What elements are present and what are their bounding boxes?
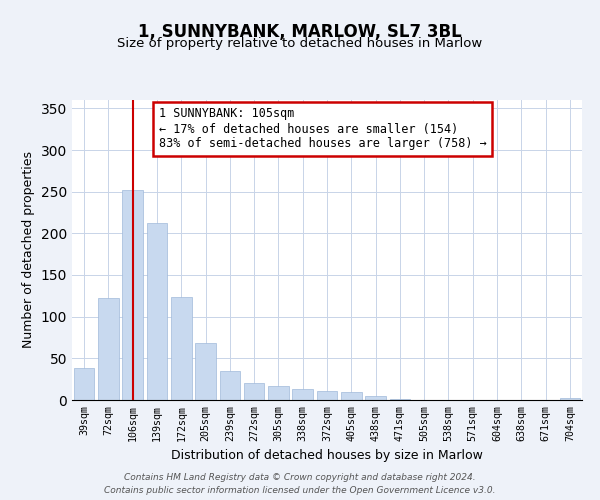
Text: Contains public sector information licensed under the Open Government Licence v3: Contains public sector information licen…	[104, 486, 496, 495]
Text: 1, SUNNYBANK, MARLOW, SL7 3BL: 1, SUNNYBANK, MARLOW, SL7 3BL	[138, 22, 462, 40]
Text: 1 SUNNYBANK: 105sqm
← 17% of detached houses are smaller (154)
83% of semi-detac: 1 SUNNYBANK: 105sqm ← 17% of detached ho…	[158, 108, 487, 150]
Bar	[244, 382, 265, 400]
Bar	[171, 296, 191, 400]
Y-axis label: Number of detached properties: Number of detached properties	[22, 152, 35, 348]
Bar	[195, 344, 216, 400]
Bar	[74, 368, 94, 400]
Bar	[268, 386, 289, 400]
Bar	[389, 399, 410, 400]
Bar	[98, 298, 119, 400]
Text: Contains HM Land Registry data © Crown copyright and database right 2024.: Contains HM Land Registry data © Crown c…	[124, 474, 476, 482]
Bar	[365, 396, 386, 400]
Bar	[317, 391, 337, 400]
Bar	[560, 398, 580, 400]
Bar	[292, 389, 313, 400]
X-axis label: Distribution of detached houses by size in Marlow: Distribution of detached houses by size …	[171, 449, 483, 462]
Bar	[146, 222, 167, 400]
Text: Size of property relative to detached houses in Marlow: Size of property relative to detached ho…	[118, 38, 482, 51]
Bar	[341, 392, 362, 400]
Bar	[122, 190, 143, 400]
Bar	[220, 371, 240, 400]
